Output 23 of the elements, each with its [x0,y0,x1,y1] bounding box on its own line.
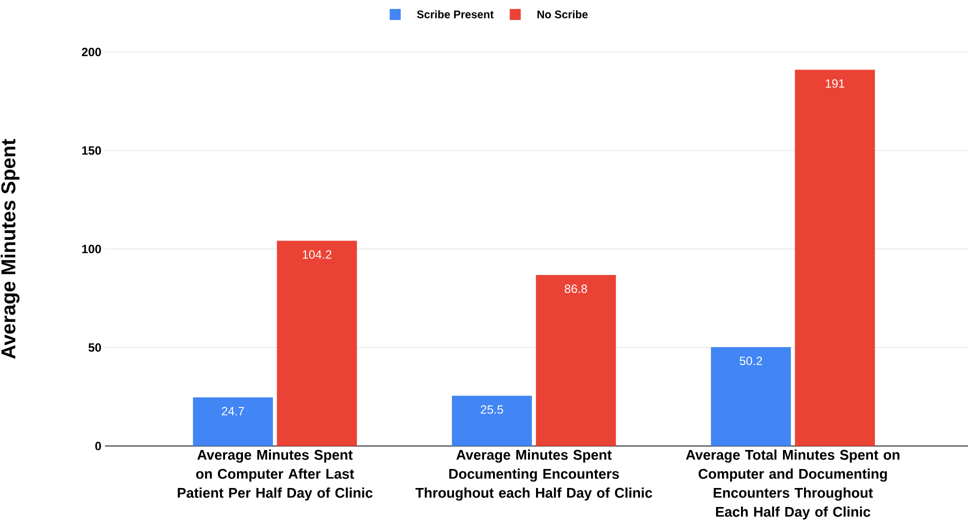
data-label: 86.8 [564,284,588,294]
bar [192,397,273,446]
data-label: 25.5 [480,405,504,414]
x-tick-label: Average Total Minutes Spent on Computer and Documenting Encounters Throughout Each Half Day of Clinic [686,450,900,520]
bar [710,347,791,446]
data-label: 104.2 [302,250,332,259]
y-tick-label: 150 [82,146,101,155]
x-tick-label: Average Minutes Spent on Computer After Last Patient Per Half Day of Clinic [178,450,373,501]
legend-label: Scribe Present [417,10,494,18]
bar [536,275,616,446]
y-tick-label: 0 [95,442,101,450]
y-tick-label: 200 [82,48,101,56]
data-label: 191 [826,79,844,88]
x-tick-label: Average Minutes Spent Documenting Encounters Throughout each Half Day of Clinic [415,450,652,501]
data-label: 24.7 [222,406,244,416]
bar [794,70,875,446]
legend-label: No Scribe [537,10,588,18]
bar [452,396,532,446]
bar [276,240,357,446]
y-tick-label: 50 [88,343,101,352]
data-label: 50.2 [740,356,762,366]
y-tick-label: 100 [82,244,101,254]
y-axis-title: Average Minutes Spent [0,139,20,359]
